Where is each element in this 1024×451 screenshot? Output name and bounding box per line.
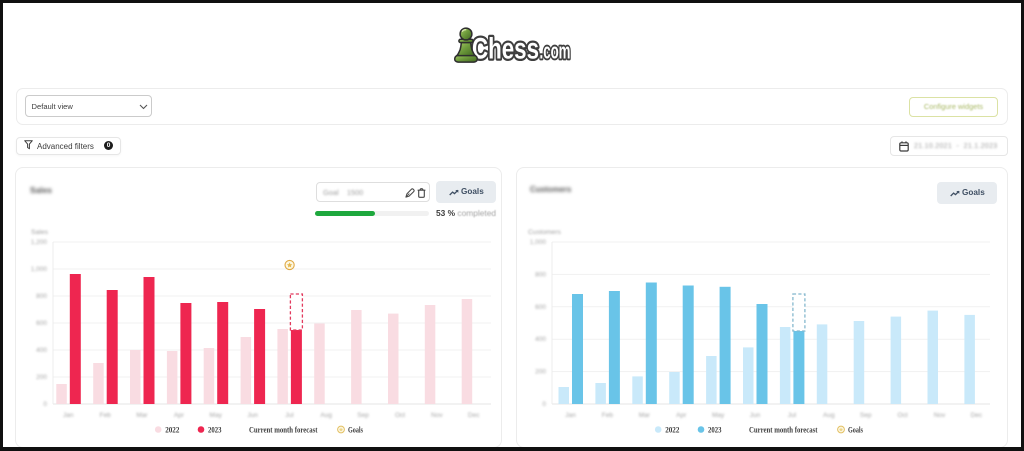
svg-text:.com: .com	[540, 39, 571, 64]
svg-text:400: 400	[535, 336, 546, 343]
svg-text:Current month forecast: Current month forecast	[749, 425, 818, 434]
svg-text:Feb: Feb	[602, 412, 614, 419]
svg-text:Chess: Chess	[472, 33, 539, 66]
svg-text:Nov: Nov	[934, 412, 946, 419]
svg-text:2023: 2023	[208, 425, 222, 434]
svg-text:Jan: Jan	[565, 412, 576, 419]
svg-text:0: 0	[542, 401, 546, 408]
svg-text:Goals: Goals	[348, 425, 363, 434]
svg-text:Customers: Customers	[528, 229, 561, 236]
svg-text:1,200: 1,200	[31, 239, 48, 246]
svg-text:Sep: Sep	[357, 412, 369, 419]
svg-text:Nov: Nov	[431, 412, 443, 419]
svg-text:Oct: Oct	[395, 412, 405, 419]
svg-text:Jan: Jan	[63, 412, 74, 419]
svg-text:Mar: Mar	[639, 412, 651, 419]
svg-text:Jul: Jul	[285, 412, 294, 419]
svg-text:200: 200	[36, 374, 47, 381]
svg-text:Aug: Aug	[320, 412, 332, 419]
svg-text:Apr: Apr	[676, 412, 687, 419]
svg-text:Sales: Sales	[31, 229, 49, 236]
svg-text:May: May	[712, 412, 725, 419]
svg-text:Jul: Jul	[788, 412, 797, 419]
svg-text:1,000: 1,000	[530, 239, 547, 246]
svg-text:May: May	[210, 412, 223, 419]
svg-text:600: 600	[535, 304, 546, 311]
svg-text:Current month forecast: Current month forecast	[249, 425, 318, 434]
svg-text:400: 400	[36, 347, 47, 354]
svg-text:600: 600	[36, 320, 47, 327]
svg-text:Jun: Jun	[247, 412, 258, 419]
svg-text:2023: 2023	[708, 425, 722, 434]
svg-text:Goals: Goals	[848, 425, 863, 434]
svg-text:0: 0	[43, 401, 47, 408]
svg-text:Sep: Sep	[860, 412, 872, 419]
svg-text:Mar: Mar	[136, 412, 148, 419]
svg-text:Jun: Jun	[750, 412, 761, 419]
svg-text:Feb: Feb	[100, 412, 112, 419]
svg-text:Apr: Apr	[174, 412, 185, 419]
svg-text:Dec: Dec	[971, 412, 983, 419]
svg-text:Oct: Oct	[898, 412, 908, 419]
svg-text:800: 800	[36, 293, 47, 300]
svg-text:2022: 2022	[665, 425, 679, 434]
svg-text:Aug: Aug	[823, 412, 835, 419]
svg-text:2022: 2022	[165, 425, 179, 434]
svg-text:200: 200	[535, 369, 546, 376]
svg-text:1,000: 1,000	[31, 266, 48, 273]
svg-text:Dec: Dec	[468, 412, 480, 419]
svg-text:800: 800	[535, 271, 546, 278]
